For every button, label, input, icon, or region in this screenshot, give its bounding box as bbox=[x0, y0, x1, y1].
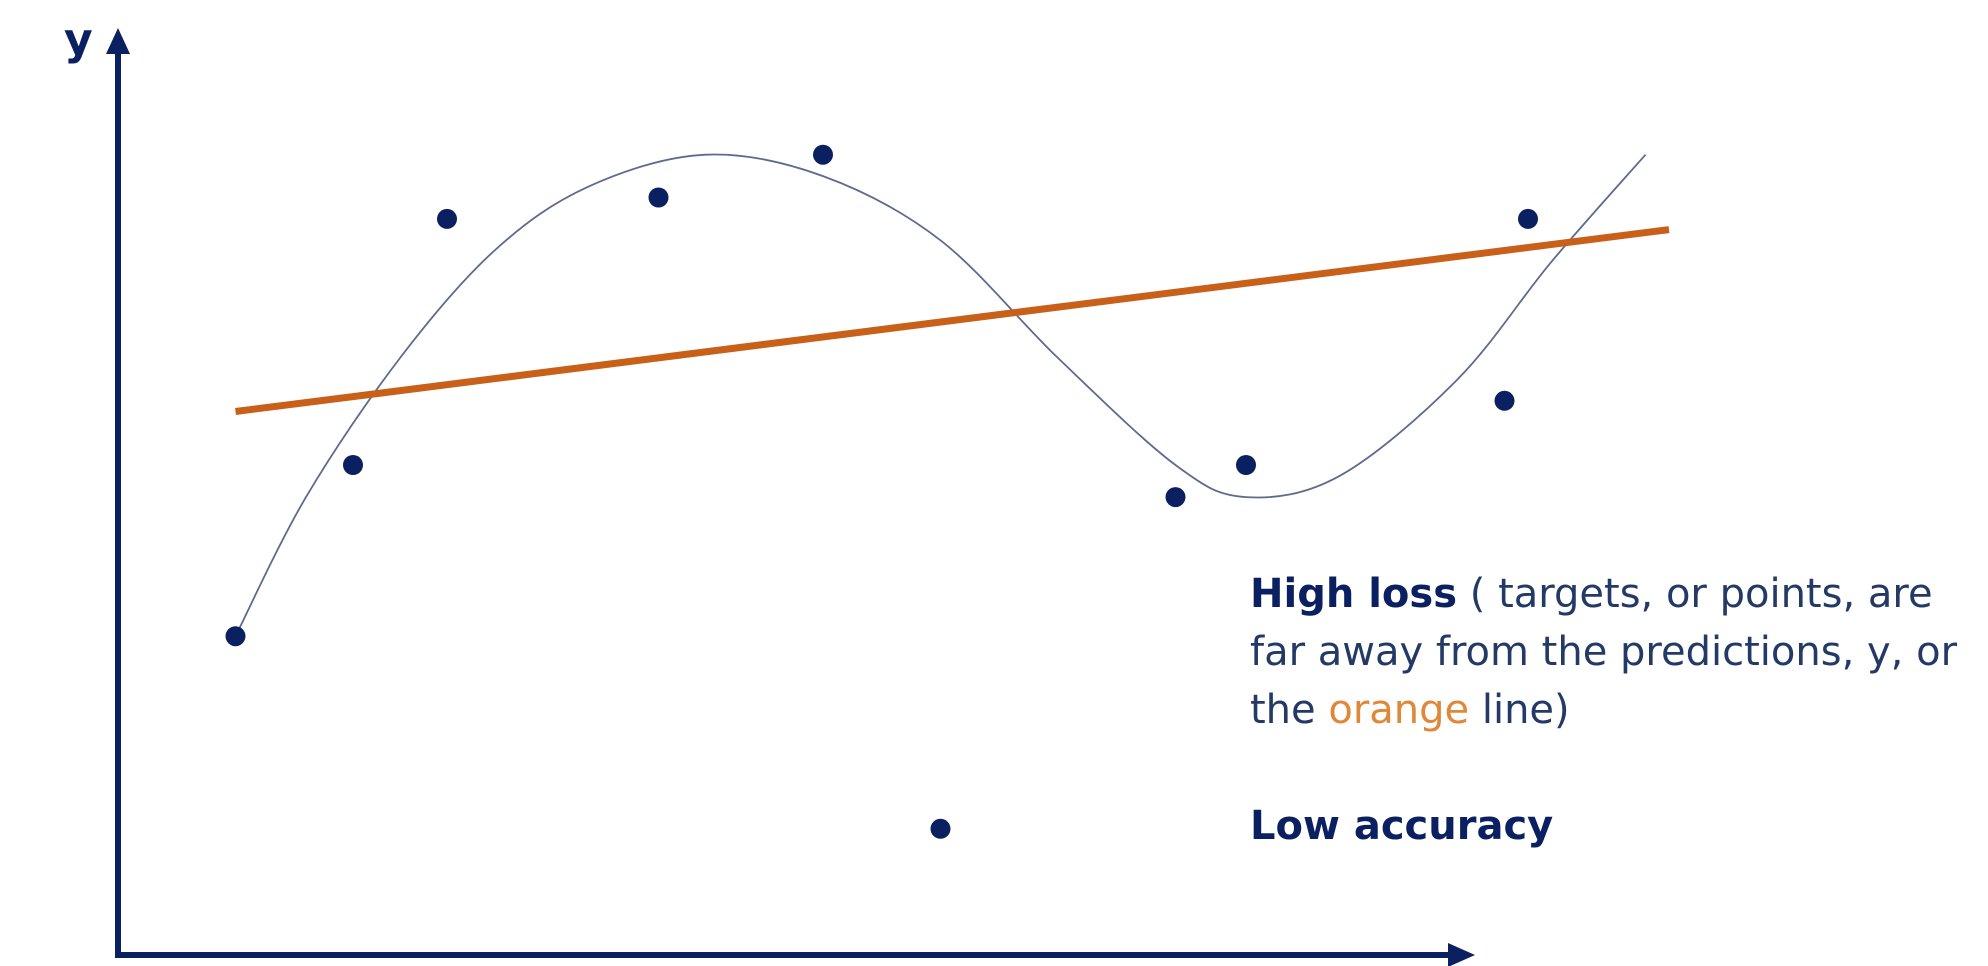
x-axis-arrow bbox=[1448, 943, 1475, 966]
explanation-text-a: ( targets, or points, are far away from … bbox=[1250, 571, 1958, 733]
data-point-1 bbox=[225, 626, 246, 647]
linear-fit-layer bbox=[235, 226, 1670, 415]
data-points bbox=[225, 144, 1538, 839]
high-loss-paragraph: High loss ( targets, or points, are far … bbox=[1250, 565, 1980, 739]
data-point-3 bbox=[437, 208, 457, 229]
explanation-text-b: line) bbox=[1469, 687, 1570, 733]
annotation-text: High loss ( targets, or points, are far … bbox=[1250, 565, 1980, 855]
low-accuracy-label: Low accuracy bbox=[1250, 803, 1554, 849]
data-point-10 bbox=[1518, 208, 1538, 229]
data-point-4 bbox=[648, 187, 669, 208]
data-point-5 bbox=[813, 144, 833, 165]
linear-fit-line bbox=[235, 226, 1670, 415]
curve-fit-layer bbox=[234, 153, 1647, 637]
curve-fit-line bbox=[234, 153, 1647, 637]
data-point-9 bbox=[1494, 390, 1515, 411]
data-point-7 bbox=[1165, 487, 1186, 508]
y-axis-label: y bbox=[64, 14, 93, 65]
orange-word: orange bbox=[1328, 687, 1470, 733]
data-point-2 bbox=[343, 455, 363, 475]
high-loss-label: High loss bbox=[1250, 571, 1458, 617]
data-point-6 bbox=[930, 818, 951, 839]
y-axis-arrow bbox=[106, 28, 130, 54]
data-point-8 bbox=[1236, 455, 1256, 475]
